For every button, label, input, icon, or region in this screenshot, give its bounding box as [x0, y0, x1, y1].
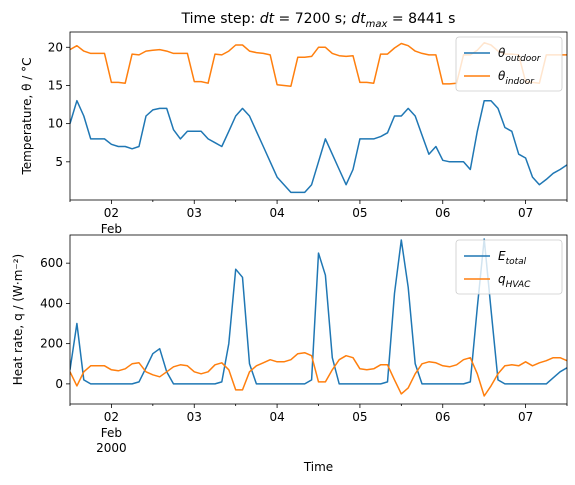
legend: Etotal qHVAC	[455, 239, 563, 295]
legend-label: qHVAC	[498, 272, 531, 290]
x-tick-label: 02	[104, 206, 119, 220]
chart-title: Time step: dt = 7200 s; dtmax = 8441 s	[181, 11, 456, 30]
x-tick-label: 02	[104, 410, 119, 424]
x-axis-label: Time	[303, 460, 333, 474]
y-tick-label: 400	[40, 296, 63, 310]
x-tick-sublabel: Feb	[101, 426, 122, 440]
legend-label: θindoor	[498, 69, 535, 87]
x-tick-label: 07	[518, 206, 533, 220]
series-line-qhvac	[70, 351, 567, 397]
x-tick-label: 06	[435, 410, 450, 424]
x-tick-label: 06	[435, 206, 450, 220]
x-tick-label: 05	[352, 206, 367, 220]
y-tick-label: 10	[48, 117, 63, 131]
y-tick-label: 0	[55, 377, 63, 391]
chart-panel-1: 02 03 04 05 06 07 Feb 5 10 15 20 Temperature, θ / °…	[20, 11, 568, 236]
y-tick-label: 600	[40, 256, 63, 270]
y-tick-label: 20	[48, 40, 63, 54]
legend-label: θoutdoor	[498, 46, 542, 64]
legend-frame	[455, 36, 563, 92]
legend-frame	[455, 239, 563, 295]
x-tick-label: 07	[518, 410, 533, 424]
x-tick-label: 03	[187, 410, 202, 424]
y-tick-label: 5	[55, 155, 63, 169]
x-tick-label: 04	[269, 206, 284, 220]
legend-label: Etotal	[498, 249, 527, 267]
y-tick-label: 15	[48, 78, 63, 92]
x-tick-label: 05	[352, 410, 367, 424]
legend: θoutdoor θindoor	[455, 36, 563, 92]
x-tick-sublabel: 2000	[96, 441, 127, 455]
y-axis-label: Heat rate, q / (W·m⁻²)	[11, 254, 25, 385]
series-line-etotal	[70, 238, 567, 385]
y-axis-label: Temperature, θ / °C	[20, 57, 34, 175]
series-line-outdoor	[70, 99, 567, 194]
x-tick-label: 03	[187, 206, 202, 220]
x-tick-sublabel: Feb	[101, 222, 122, 236]
y-tick-label: 200	[40, 337, 63, 351]
x-tick-label: 04	[269, 410, 284, 424]
